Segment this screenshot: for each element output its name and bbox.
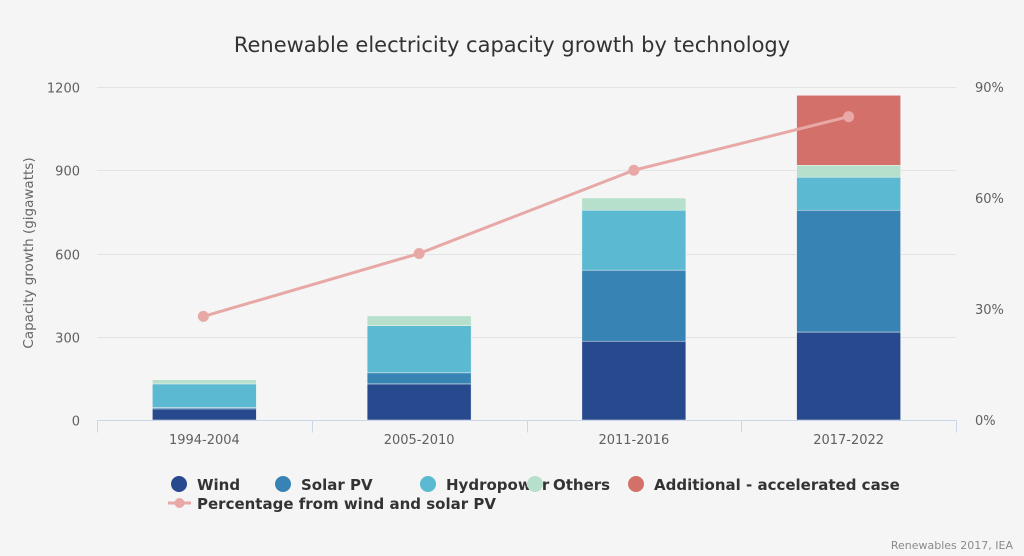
bar-additional-accelerated-case-2017-2022[interactable] bbox=[796, 95, 901, 166]
y-tick-label: 600 bbox=[55, 249, 80, 264]
bar-hydropower-2005-2010[interactable] bbox=[366, 325, 472, 374]
legend-marker bbox=[275, 476, 291, 492]
x-tick-label: 2017-2022 bbox=[813, 433, 884, 448]
x-tick-label: 1994-2004 bbox=[169, 433, 240, 448]
bar-others-2005-2010[interactable] bbox=[366, 315, 472, 326]
legend-item-hydropower[interactable]: Hydropower bbox=[420, 476, 550, 494]
bar-wind-1994-2004[interactable] bbox=[152, 408, 257, 421]
y2-tick-label: 90% bbox=[975, 81, 1004, 96]
bar-hydropower-2017-2022[interactable] bbox=[796, 176, 901, 211]
percentage-point-2017-2022[interactable] bbox=[843, 111, 855, 123]
y2-tick-label: 60% bbox=[975, 192, 1004, 207]
y-tick-label: 900 bbox=[55, 165, 80, 180]
legend-label: Others bbox=[553, 476, 610, 494]
bar-others-1994-2004[interactable] bbox=[152, 379, 257, 385]
bar-others-2011-2016[interactable] bbox=[581, 197, 687, 211]
bar-stack-2017-2022 bbox=[796, 95, 901, 421]
legend-marker bbox=[628, 476, 644, 492]
bar-wind-2005-2010[interactable] bbox=[366, 383, 472, 421]
legend-item-others[interactable]: Others bbox=[527, 476, 610, 494]
legend-line-point-marker bbox=[174, 498, 185, 508]
percentage-line bbox=[197, 111, 855, 322]
legend-label: Hydropower bbox=[446, 476, 550, 494]
bar-wind-2011-2016[interactable] bbox=[581, 340, 687, 421]
bar-solar-pv-2011-2016[interactable] bbox=[581, 269, 687, 342]
legend-item-percentage-line[interactable]: Percentage from wind and solar PV bbox=[168, 495, 496, 513]
left-axis: 0 300 600 900 1200 bbox=[47, 82, 80, 430]
bar-solar-pv-2017-2022[interactable] bbox=[796, 209, 901, 333]
legend-label: Percentage from wind and solar PV bbox=[197, 495, 496, 513]
legend-label: Solar PV bbox=[301, 476, 373, 494]
legend-label: Wind bbox=[197, 476, 240, 494]
legend-marker bbox=[171, 476, 187, 492]
percentage-point-2011-2016[interactable] bbox=[628, 164, 640, 176]
legend-item-additional-accelerated-case[interactable]: Additional - accelerated case bbox=[628, 476, 900, 494]
percentage-point-2005-2010[interactable] bbox=[413, 248, 425, 259]
right-axis: 0% 30% 60% 90% bbox=[975, 81, 1004, 429]
bars bbox=[152, 95, 901, 421]
x-axis: 1994-2004 2005-2010 2011-2016 2017-2022 bbox=[97, 420, 957, 448]
y-tick-label: 1200 bbox=[47, 82, 80, 97]
legend-item-wind[interactable]: Wind bbox=[171, 476, 240, 494]
bar-hydropower-2011-2016[interactable] bbox=[581, 209, 687, 271]
bar-stack-2005-2010 bbox=[366, 315, 472, 421]
legend-item-solar-pv[interactable]: Solar PV bbox=[275, 476, 373, 494]
percentage-point-1994-2004[interactable] bbox=[197, 310, 209, 322]
bar-solar-pv-2005-2010[interactable] bbox=[366, 372, 472, 385]
legend: Wind Solar PV Hydropower Others Additional -… bbox=[168, 476, 900, 513]
credits[interactable]: Renewables 2017, IEA bbox=[891, 539, 1014, 552]
percentage-line-path bbox=[202, 115, 849, 318]
bar-stack-1994-2004 bbox=[152, 379, 257, 421]
bar-hydropower-1994-2004[interactable] bbox=[152, 383, 257, 408]
x-tick-label: 2005-2010 bbox=[384, 433, 455, 448]
bar-stack-2011-2016 bbox=[581, 197, 687, 421]
y-tick-label: 300 bbox=[55, 332, 80, 347]
x-tick-label: 2011-2016 bbox=[598, 433, 669, 448]
bar-wind-2017-2022[interactable] bbox=[796, 331, 901, 421]
y-axis-title: Capacity growth (gigawatts) bbox=[21, 157, 37, 348]
chart-title: Renewable electricity capacity growth by… bbox=[234, 33, 790, 57]
legend-label: Additional - accelerated case bbox=[654, 476, 900, 494]
y-tick-label: 0 bbox=[72, 415, 80, 430]
y2-tick-label: 30% bbox=[975, 303, 1004, 318]
y2-tick-label: 0% bbox=[975, 414, 996, 429]
legend-marker bbox=[527, 476, 543, 492]
bar-others-2017-2022[interactable] bbox=[796, 165, 901, 178]
legend-marker bbox=[420, 476, 436, 492]
